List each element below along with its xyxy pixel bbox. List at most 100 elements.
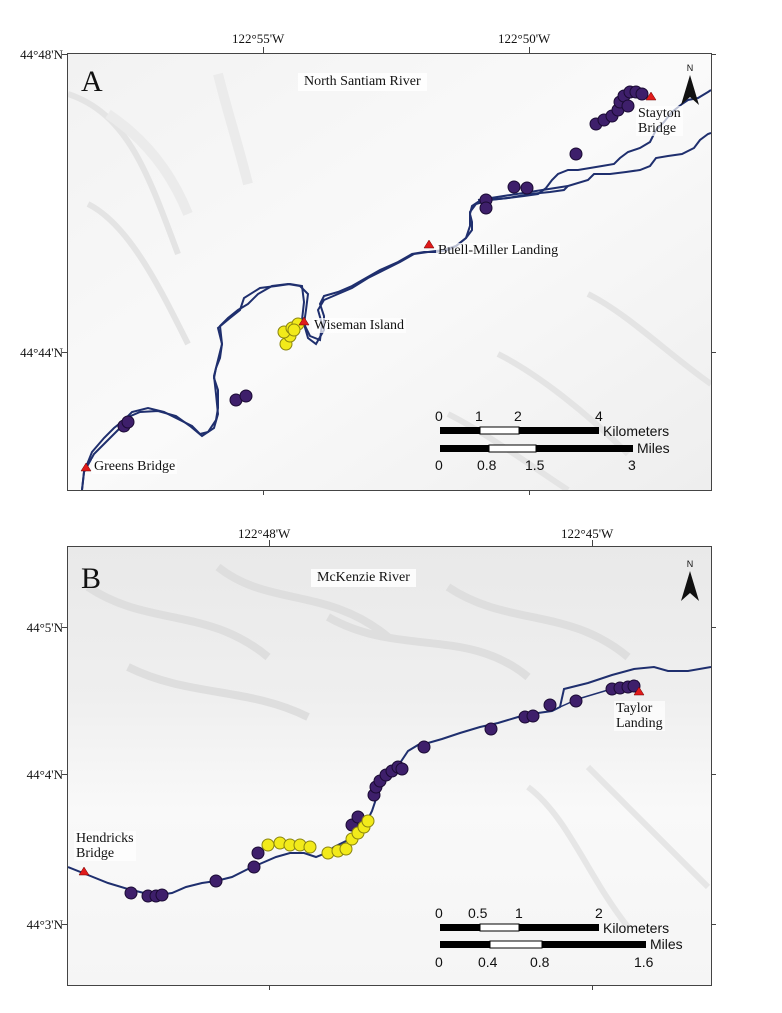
scale-segment: [542, 941, 646, 948]
tick: [710, 924, 716, 925]
tick: [62, 774, 67, 775]
site-purple: [395, 762, 409, 776]
lat-label-b-1: 44°5'N: [26, 620, 63, 635]
scale-segment: [440, 941, 490, 948]
map-b-canvas: [68, 547, 711, 985]
scale-km-2: 2: [514, 408, 522, 424]
tick: [592, 540, 593, 546]
north-arrow-icon: [681, 571, 699, 601]
place-buell-miller-landing: Buell-Miller Landing: [436, 243, 561, 258]
place-stayton-bridge: Stayton Bridge: [636, 106, 683, 136]
scale-unit-km-a: Kilometers: [603, 423, 670, 439]
tick: [592, 984, 593, 990]
scale-km-1: 1: [475, 408, 483, 424]
place-stayton-line1: Stayton: [638, 106, 681, 121]
place-taylor-line1: Taylor: [616, 701, 653, 716]
site-purple: [635, 87, 649, 101]
terrain-shading: [526, 764, 711, 929]
sites-a: [80, 85, 657, 472]
scale-km-1: 1: [515, 905, 523, 921]
scale-mi-0: 0: [435, 457, 443, 473]
tick: [529, 489, 530, 495]
north-label: N: [686, 63, 694, 73]
scale-bar-graphic-a: [440, 426, 633, 453]
river-a: [81, 89, 711, 490]
scale-km-4: 4: [595, 408, 603, 424]
scale-unit-mi-b: Miles: [650, 936, 683, 952]
lat-label-b-2: 44°4'N: [26, 767, 63, 782]
terrain-shading: [85, 563, 631, 721]
site-purple: [569, 147, 583, 161]
north-arrow-b: N: [680, 559, 700, 608]
tick: [269, 540, 270, 546]
place-hendricks-line1: Hendricks: [76, 831, 134, 846]
site-yellow: [303, 840, 317, 854]
tick: [62, 352, 67, 353]
site-purple: [543, 698, 557, 712]
terrain-shading: [105, 72, 253, 216]
river-line-north-santiam: [81, 89, 711, 490]
scale-mi-3: 3: [628, 457, 636, 473]
map-panel-a: A North Santiam River N Stayton Bridge B…: [67, 53, 712, 491]
site-purple: [417, 740, 431, 754]
scale-km-0-5: 0.5: [468, 905, 488, 921]
river-title-a: North Santiam River: [298, 73, 427, 91]
panel-letter-b: B: [81, 562, 102, 595]
map-a-canvas: [68, 54, 711, 490]
lat-label-b-3: 44°3'N: [26, 917, 63, 932]
scale-segment: [479, 923, 520, 932]
site-purple: [520, 181, 534, 195]
site-purple: [526, 709, 540, 723]
river-line-mckenzie: [68, 665, 711, 897]
site-purple: [239, 389, 253, 403]
scale-segment: [440, 427, 480, 434]
scale-bar-graphic-b: [440, 923, 646, 949]
tick: [62, 627, 67, 628]
site-purple: [569, 694, 583, 708]
scale-mi-1-5: 1.5: [525, 457, 545, 473]
scale-segment: [479, 426, 520, 435]
scale-km-2: 2: [595, 905, 603, 921]
landmark-hendricks-bridge: [78, 866, 90, 876]
place-stayton-line2: Bridge: [638, 121, 677, 136]
site-purple: [507, 180, 521, 194]
place-taylor-line2: Landing: [616, 716, 663, 731]
tick: [269, 984, 270, 990]
landmark-stayton-bridge: [645, 91, 657, 101]
tick: [62, 54, 67, 55]
scale-segment: [440, 445, 489, 452]
tick: [710, 627, 716, 628]
lat-label-a-1: 44°48'N: [20, 47, 63, 62]
terrain-shading: [68, 91, 711, 490]
north-arrow-icon: [681, 75, 699, 105]
site-purple: [209, 874, 223, 888]
lon-label-b-2: 122°45'W: [561, 526, 614, 541]
scale-unit-km-b: Kilometers: [603, 920, 670, 936]
panel-letter-a: A: [81, 65, 103, 98]
lon-label-b-1: 122°48'W: [238, 526, 291, 541]
lon-label-a-2: 122°50'W: [498, 31, 551, 46]
scale-mi-0-8: 0.8: [477, 457, 497, 473]
tick: [710, 54, 716, 55]
scale-segment: [519, 924, 599, 931]
landmark-greens-bridge: [80, 462, 92, 472]
map-panel-b: B McKenzie River N Hendricks Bridge Tayl…: [67, 546, 712, 986]
north-label: N: [686, 559, 694, 569]
tick: [710, 774, 716, 775]
site-purple: [247, 860, 261, 874]
scale-segment: [440, 924, 480, 931]
site-yellow: [287, 323, 301, 337]
north-arrow-a: N: [680, 63, 700, 112]
place-hendricks-line2: Bridge: [76, 846, 115, 861]
site-yellow: [361, 814, 375, 828]
tick: [263, 489, 264, 495]
tick: [263, 47, 264, 53]
scale-segment: [489, 940, 543, 949]
site-purple: [121, 415, 135, 429]
scale-unit-mi-a: Miles: [637, 440, 670, 456]
scale-segment: [536, 445, 633, 452]
river-title-b: McKenzie River: [311, 569, 416, 587]
lon-label-a-1: 122°55'W: [232, 31, 285, 46]
place-hendricks-bridge: Hendricks Bridge: [74, 831, 136, 861]
scale-km-0: 0: [435, 408, 443, 424]
